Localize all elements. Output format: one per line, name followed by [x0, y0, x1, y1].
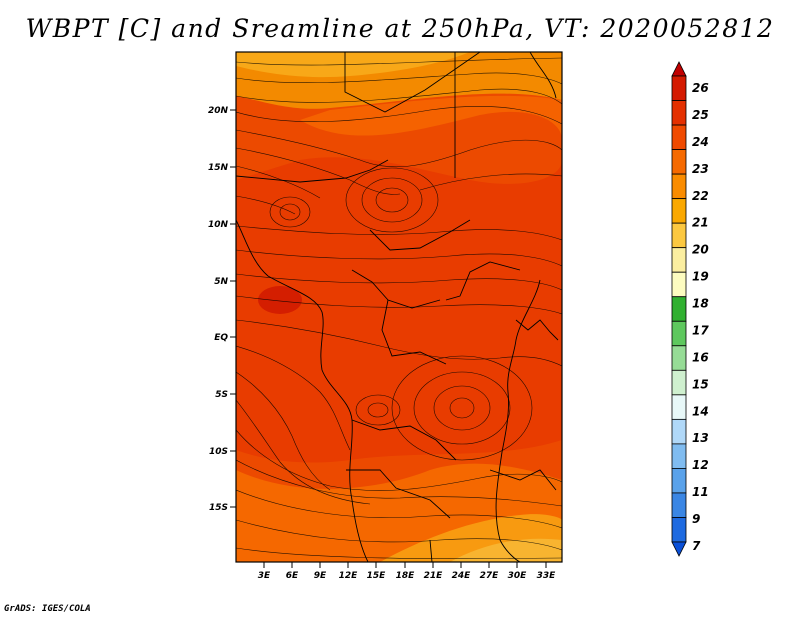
colorbar-bottom-arrow: [671, 541, 687, 557]
colorbar-segment: [671, 492, 687, 518]
lat-label: 20N: [208, 106, 229, 116]
country-boundaries: [236, 52, 559, 562]
colorbar-segment: [671, 149, 687, 175]
map-plot-area: [236, 52, 562, 562]
lon-label: 12E: [339, 571, 359, 581]
wbpt-shade-20-south: [450, 538, 562, 562]
colorbar-label: 15: [692, 377, 709, 391]
lat-label: 5N: [214, 277, 228, 287]
lat-label: 15N: [208, 163, 229, 173]
lon-label: 27E: [480, 571, 500, 581]
colorbar-label: 25: [692, 108, 709, 122]
colorbar: 26 25 24 23 22 21 20 19 18 17 16 15 14 13 12 11 9 7: [671, 61, 709, 557]
colorbar-label: 23: [692, 162, 709, 176]
lon-label: 15E: [367, 571, 387, 581]
colorbar-segment: [671, 443, 687, 469]
colorbar-label: 9: [692, 512, 700, 526]
map-title: WBPT [C] and Sreamline at 250hPa, VT: 20…: [25, 14, 775, 43]
colorbar-segment: [671, 345, 687, 371]
colorbar-top-arrow: [671, 61, 687, 77]
colorbar-segment: [671, 173, 687, 200]
colorbar-segment: [671, 394, 687, 420]
colorbar-label: 17: [692, 323, 709, 337]
latitude-axis: [230, 109, 236, 508]
colorbar-segment: [671, 369, 687, 396]
lon-label: 9E: [314, 571, 327, 581]
colorbar-label: 7: [692, 539, 701, 553]
lat-label: 10N: [208, 220, 229, 230]
colorbar-segment: [671, 296, 687, 322]
colorbar-segment: [671, 517, 687, 543]
lon-label: 30E: [508, 571, 528, 581]
lon-label: 6E: [286, 571, 299, 581]
lon-label: 33E: [537, 571, 557, 581]
wbpt-shade-24-spot: [258, 286, 302, 314]
colorbar-label: 21: [692, 216, 709, 230]
colorbar-segment: [671, 222, 687, 249]
colorbar-segment: [671, 247, 687, 273]
lon-label: 21E: [424, 571, 444, 581]
wbpt-shade-23-center: [236, 157, 562, 463]
colorbar-label: 11: [692, 485, 709, 499]
lat-label: 15S: [209, 503, 228, 513]
colorbar-label: 13: [692, 431, 709, 445]
colorbar-label: 14: [692, 404, 709, 418]
longitude-labels: 3E 6E 9E 12E 15E 18E 21E 24E 27E 30E 33E: [258, 571, 556, 581]
latitude-labels: 20N 15N 10N 5N EQ 5S 10S 15S: [208, 106, 229, 513]
footer-credit: GrADS: IGES/COLA: [4, 604, 91, 614]
map-frame: [235, 51, 563, 563]
lon-label: 18E: [396, 571, 416, 581]
colorbar-label: 24: [692, 135, 709, 149]
colorbar-segment: [671, 75, 687, 101]
colorbar-label: 12: [692, 458, 709, 472]
colorbar-segment: [671, 124, 687, 150]
colorbar-segment: [671, 320, 687, 347]
lat-label: 5S: [215, 390, 228, 400]
colorbar-label: 16: [692, 350, 709, 364]
lon-label: 3E: [258, 571, 271, 581]
colorbar-segment: [671, 271, 687, 298]
colorbar-segment: [671, 100, 687, 126]
colorbar-label: 18: [692, 297, 709, 311]
colorbar-label: 26: [692, 81, 709, 95]
lat-label: EQ: [214, 333, 228, 343]
colorbar-segment: [671, 198, 687, 224]
colorbar-segment: [671, 418, 687, 445]
colorbar-label: 22: [692, 189, 709, 203]
colorbar-segment: [671, 468, 687, 494]
lat-label: 10S: [209, 447, 228, 457]
lon-label: 24E: [452, 571, 472, 581]
colorbar-label: 20: [692, 243, 709, 257]
colorbar-label: 19: [692, 270, 709, 284]
longitude-axis: [263, 562, 547, 568]
